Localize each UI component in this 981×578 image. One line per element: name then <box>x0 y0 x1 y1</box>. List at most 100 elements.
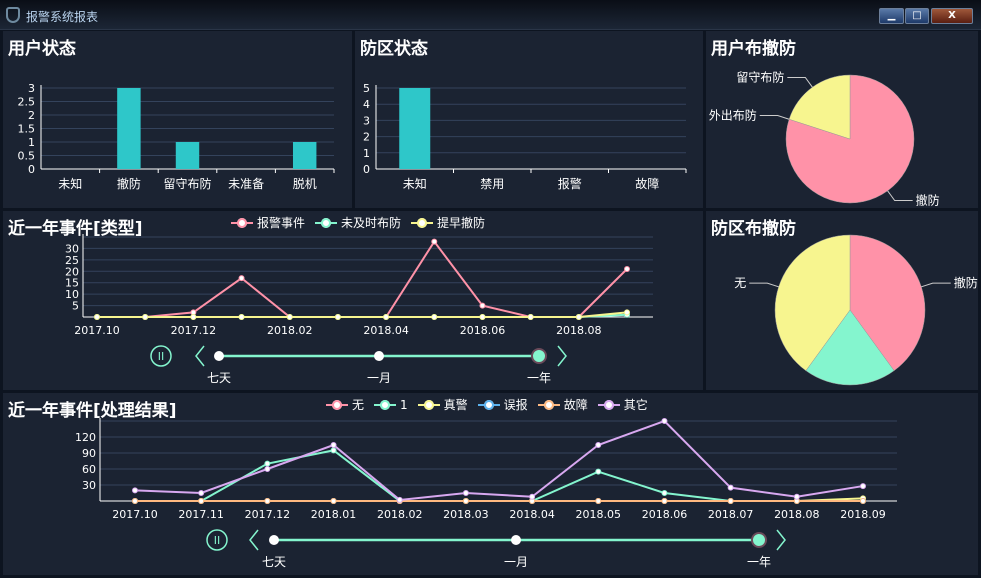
x-tick-label: 未准备 <box>228 177 264 191</box>
legend-item-无[interactable]: 无 <box>326 396 364 413</box>
timeline-dot-一月[interactable] <box>511 535 521 545</box>
data-point[interactable] <box>431 314 438 320</box>
legend-marker-icon <box>315 217 338 228</box>
timeline-dot-七天[interactable] <box>214 351 224 361</box>
panel-title: 用户状态 <box>8 39 76 59</box>
events-result-chart: 30 60 90 120 2017.10 2017.11 2017.12 2018.01 201… <box>75 418 897 569</box>
data-point[interactable] <box>330 442 337 448</box>
close-button[interactable]: X <box>931 8 973 24</box>
data-point[interactable] <box>330 447 337 454</box>
data-point[interactable] <box>264 460 271 467</box>
x-tick-label: 2018.02 <box>267 324 313 337</box>
data-point[interactable] <box>190 314 197 320</box>
data-point[interactable] <box>132 487 138 494</box>
data-point[interactable] <box>462 490 469 496</box>
data-point[interactable] <box>727 498 734 504</box>
data-point[interactable] <box>595 468 602 475</box>
prev-arrow-icon[interactable] <box>195 345 205 367</box>
events-result-panel: 近一年事件[处理结果] 无 1 真警 误报 故障 其它 30 60 90 120 2017.10 2… <box>3 393 978 575</box>
x-tick-label: 禁用 <box>480 177 504 191</box>
data-point[interactable] <box>238 275 245 282</box>
data-point[interactable] <box>793 493 800 500</box>
pie-label: 外出布防 <box>709 108 757 123</box>
data-point[interactable] <box>396 496 403 503</box>
data-point[interactable] <box>286 314 293 320</box>
legend-label: 其它 <box>623 398 648 412</box>
data-point[interactable] <box>529 493 536 500</box>
pie-label: 撤防 <box>916 192 940 207</box>
y-tick-label: 3 <box>363 114 370 127</box>
legend-item-1[interactable]: 1 <box>374 398 408 412</box>
timeline-label: 一年 <box>527 371 551 385</box>
x-tick-label: 2018.04 <box>363 324 409 337</box>
data-point[interactable] <box>198 490 205 496</box>
legend-label: 真警 <box>443 398 468 412</box>
data-point[interactable] <box>661 498 668 504</box>
legend-label: 1 <box>400 397 408 412</box>
data-point[interactable] <box>330 498 337 504</box>
timeline-dot-七天[interactable] <box>269 535 279 545</box>
data-point[interactable] <box>462 498 469 504</box>
legend-marker-icon <box>477 399 500 410</box>
y-tick-label: 120 <box>75 431 96 444</box>
bar-撤防 <box>117 88 141 169</box>
legend-marker-icon <box>231 217 253 228</box>
legend-marker-icon <box>374 399 397 410</box>
panel-title: 近一年事件[类型] <box>8 219 143 239</box>
data-point[interactable] <box>479 314 486 320</box>
pie-label: 撤防 <box>954 275 978 290</box>
data-point[interactable] <box>334 314 341 320</box>
pause-button[interactable] <box>150 345 172 367</box>
timeline-dot-一年[interactable] <box>751 532 767 548</box>
data-point[interactable] <box>595 498 602 504</box>
data-point[interactable] <box>527 314 534 320</box>
data-point[interactable] <box>575 314 582 320</box>
data-point[interactable] <box>132 498 138 504</box>
legend-label: 未及时布防 <box>341 216 402 230</box>
maximize-button[interactable]: □ <box>905 8 929 24</box>
next-arrow-icon[interactable] <box>776 529 786 551</box>
data-point[interactable] <box>595 442 602 448</box>
x-tick-label: 2018.07 <box>708 508 754 521</box>
next-arrow-icon[interactable] <box>557 345 567 367</box>
data-point[interactable] <box>661 418 668 424</box>
data-point[interactable] <box>431 238 438 245</box>
data-point[interactable] <box>198 498 205 504</box>
panel-title: 用户布撤防 <box>711 39 796 59</box>
x-tick-label: 2018.04 <box>509 508 555 521</box>
legend-item-其它[interactable]: 其它 <box>597 396 648 413</box>
data-point[interactable] <box>142 314 149 320</box>
timeline-dot-一年[interactable] <box>531 348 547 364</box>
data-point[interactable] <box>624 266 630 272</box>
data-point[interactable] <box>624 309 630 316</box>
data-point[interactable] <box>661 490 668 496</box>
timeline-label: 七天 <box>207 371 231 385</box>
data-point[interactable] <box>860 498 866 504</box>
prev-arrow-icon[interactable] <box>249 529 259 551</box>
data-point[interactable] <box>479 302 486 309</box>
data-point[interactable] <box>264 466 271 472</box>
legend-item-未及时布防[interactable]: 未及时布防 <box>315 214 401 231</box>
data-point[interactable] <box>238 314 245 320</box>
data-point[interactable] <box>94 314 100 320</box>
data-point[interactable] <box>264 498 271 504</box>
minimize-button[interactable]: ▁ <box>879 8 904 24</box>
data-point[interactable] <box>383 314 390 320</box>
y-tick-label: 2 <box>28 109 35 122</box>
legend-item-报警事件[interactable]: 报警事件 <box>231 214 305 231</box>
legend-item-真警[interactable]: 真警 <box>417 396 468 413</box>
data-point[interactable] <box>727 484 734 491</box>
legend-item-故障[interactable]: 故障 <box>537 396 588 413</box>
legend-item-提早撤防[interactable]: 提早撤防 <box>411 214 485 231</box>
x-tick-label: 脱机 <box>293 176 317 191</box>
legend-marker-icon <box>417 399 440 410</box>
legend-item-误报[interactable]: 误报 <box>477 396 528 413</box>
user-arm-pie: 撤防 外出布防 留守布防 <box>709 70 940 208</box>
y-tick-label: 25 <box>65 254 79 267</box>
data-point[interactable] <box>860 483 866 490</box>
zone-arm-pie: 撤防 无 <box>734 234 978 386</box>
window-title: 报警系统报表 <box>26 10 99 24</box>
y-tick-label: 0.5 <box>18 150 36 163</box>
pause-button[interactable] <box>206 529 228 551</box>
timeline-dot-一月[interactable] <box>374 351 384 361</box>
